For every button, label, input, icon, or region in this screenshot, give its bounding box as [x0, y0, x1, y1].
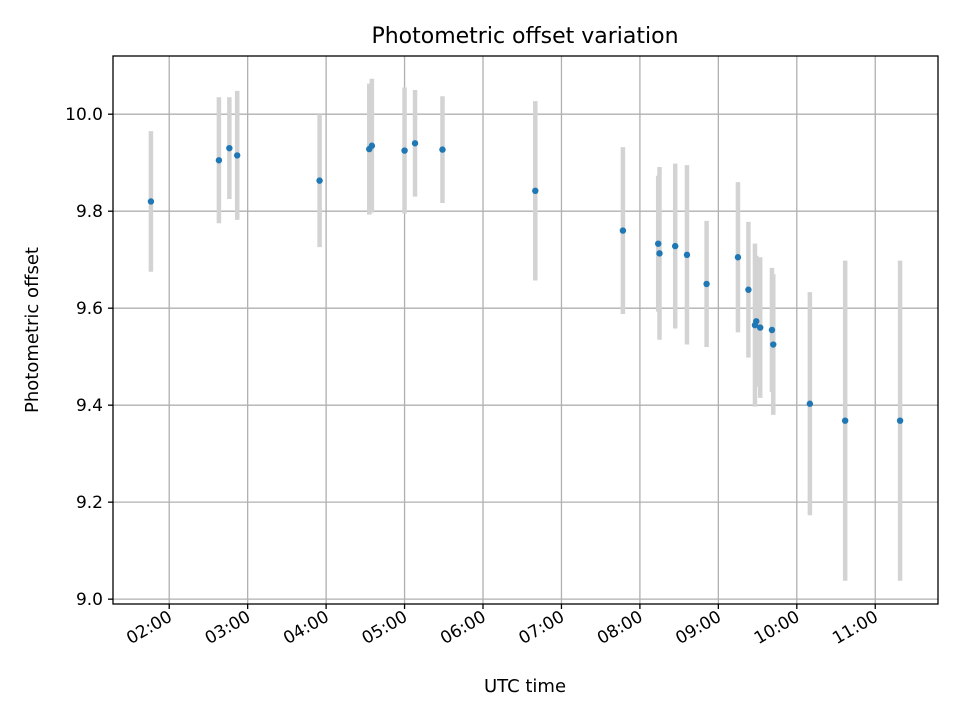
x-axis-ticks: 02:00 03:00 04:00 05:00 06:00 07:00 08:00 09:00…: [123, 604, 882, 649]
x-tick-label: 02:00: [123, 607, 175, 649]
y-tick-label: 9.6: [76, 299, 103, 319]
y-tick-label: 9.0: [76, 590, 103, 610]
data-point: [411, 140, 419, 147]
plot-frame: [112, 55, 939, 605]
x-tick-label: 09:00: [672, 607, 724, 649]
data-point: [234, 152, 241, 159]
data-point: [672, 242, 679, 250]
data-point: [368, 142, 376, 149]
data-point: [703, 280, 710, 288]
x-tick-label: 05:00: [359, 607, 411, 649]
y-tick-label: 10.0: [65, 105, 103, 125]
x-tick-label: 08:00: [594, 607, 646, 649]
data-point: [619, 227, 627, 234]
data-point: [734, 254, 742, 261]
data-point: [532, 187, 539, 195]
x-tick-label: 04:00: [280, 607, 332, 649]
x-axis-label: UTC time: [484, 676, 566, 697]
data-points: [147, 140, 904, 424]
data-point: [656, 250, 663, 257]
x-tick-label: 11:00: [829, 607, 881, 649]
data-point: [756, 324, 764, 331]
grid: [113, 56, 938, 604]
y-tick-label: 9.8: [76, 202, 103, 222]
data-point: [683, 251, 691, 259]
x-tick-label: 03:00: [202, 607, 254, 649]
data-point: [226, 144, 233, 152]
data-point: [655, 240, 662, 247]
data-point: [316, 177, 323, 184]
data-point: [753, 318, 760, 325]
data-point: [896, 417, 904, 424]
error-bars: [148, 78, 903, 581]
y-axis-ticks: 9.0 9.2 9.4 9.6 9.8 10.0: [65, 105, 113, 610]
y-axis-label: Photometric offset: [22, 247, 43, 413]
data-point: [147, 198, 155, 205]
data-point: [745, 286, 752, 293]
x-tick-label: 10:00: [751, 607, 803, 649]
chart-title: Photometric offset variation: [371, 24, 678, 49]
data-point: [806, 400, 814, 407]
data-point: [841, 417, 849, 424]
x-tick-label: 07:00: [516, 607, 568, 649]
x-tick-label: 06:00: [437, 607, 489, 649]
data-point: [215, 157, 223, 164]
y-tick-label: 9.2: [76, 493, 103, 513]
data-point: [768, 326, 776, 334]
data-point: [401, 147, 408, 154]
y-tick-label: 9.4: [76, 396, 103, 416]
data-point: [770, 341, 777, 348]
data-point: [439, 146, 446, 153]
